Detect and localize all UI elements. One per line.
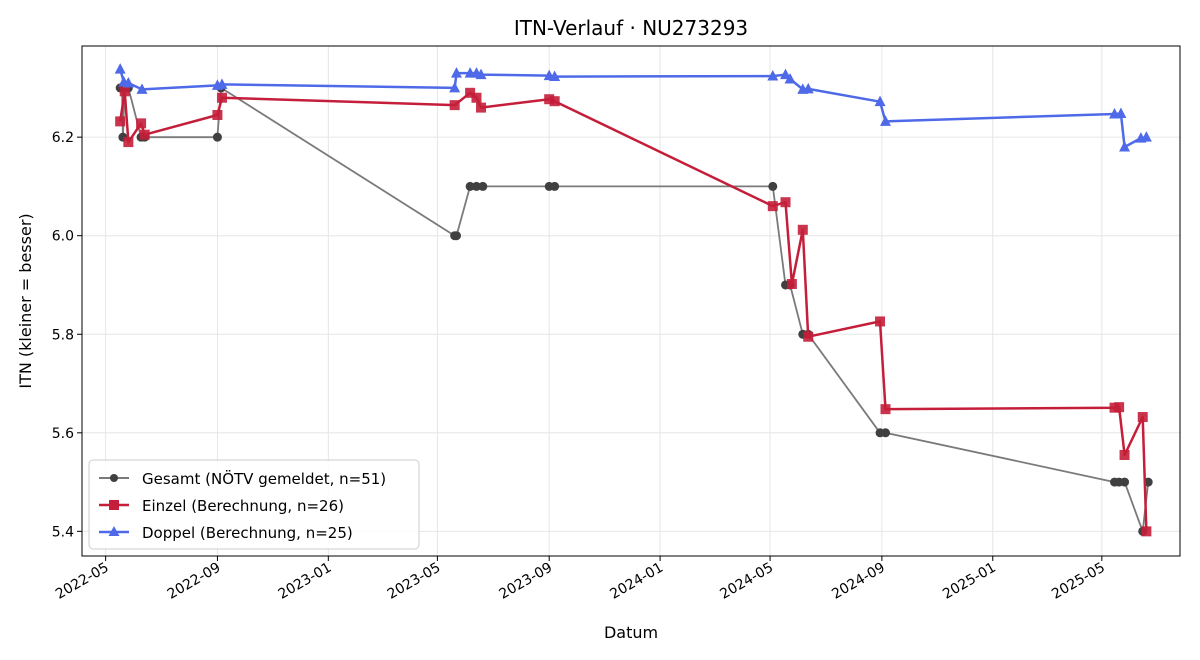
data-point-doppel bbox=[450, 67, 462, 78]
data-point-einzel bbox=[119, 86, 130, 97]
legend-label-einzel: Einzel (Berechnung, n=26) bbox=[142, 497, 344, 515]
data-point-einzel bbox=[797, 224, 808, 235]
data-point-doppel bbox=[1119, 141, 1131, 152]
series-line-gesamt bbox=[120, 87, 1150, 533]
data-point-einzel bbox=[875, 316, 886, 327]
data-point-einzel bbox=[115, 116, 126, 127]
y-tick-label: 5.8 bbox=[52, 327, 74, 343]
data-point-doppel bbox=[449, 81, 461, 93]
legend-box bbox=[88, 459, 420, 550]
data-point-einzel bbox=[449, 100, 460, 111]
data-point-doppel bbox=[784, 73, 796, 84]
y-tick-label: 5.4 bbox=[52, 524, 74, 540]
data-point-doppel bbox=[136, 83, 148, 94]
data-point-doppel bbox=[1115, 107, 1127, 119]
data-point-einzel bbox=[465, 87, 476, 98]
data-point-einzel bbox=[1114, 402, 1125, 413]
plot-frame bbox=[81, 45, 1181, 557]
data-point-einzel bbox=[123, 137, 134, 148]
y-tick-label: 5.6 bbox=[52, 426, 74, 442]
series-einzel bbox=[115, 86, 1152, 537]
data-point-einzel bbox=[767, 201, 778, 212]
data-point-einzel bbox=[544, 94, 555, 105]
data-point-einzel bbox=[780, 197, 791, 208]
data-point-gesamt bbox=[1120, 477, 1130, 487]
legend-marker-einzel bbox=[109, 500, 119, 510]
data-point-einzel bbox=[1141, 526, 1152, 537]
legend-item-einzel: Einzel (Berechnung, n=26) bbox=[99, 497, 344, 515]
data-point-gesamt bbox=[471, 181, 481, 191]
y-tick-label: 6.2 bbox=[52, 130, 74, 146]
data-point-gesamt bbox=[768, 181, 778, 191]
y-axis-title: ITN (kleiner = besser) bbox=[16, 213, 35, 388]
data-point-einzel bbox=[786, 279, 797, 289]
legend-item-gesamt: Gesamt (NÖTV gemeldet, n=51) bbox=[99, 469, 386, 488]
data-point-doppel bbox=[874, 95, 886, 107]
data-point-gesamt bbox=[451, 231, 461, 241]
data-point-einzel bbox=[880, 404, 891, 415]
data-point-einzel bbox=[549, 96, 560, 107]
data-point-doppel bbox=[216, 78, 228, 89]
data-point-gesamt bbox=[478, 181, 488, 191]
data-point-doppel bbox=[475, 68, 487, 80]
data-point-einzel bbox=[476, 102, 487, 113]
y-tick-label: 6.0 bbox=[52, 229, 74, 245]
data-point-einzel bbox=[216, 92, 227, 103]
data-point-gesamt bbox=[550, 181, 560, 191]
data-point-einzel bbox=[139, 129, 150, 140]
data-point-doppel bbox=[802, 82, 814, 94]
data-point-doppel bbox=[1140, 131, 1152, 142]
data-point-doppel bbox=[122, 76, 134, 88]
legend-marker-doppel bbox=[108, 526, 120, 536]
data-point-gesamt bbox=[212, 132, 222, 142]
data-point-doppel bbox=[114, 63, 126, 74]
series-doppel bbox=[114, 63, 1152, 152]
legend-marker-gesamt bbox=[110, 474, 118, 482]
legend-label-gesamt: Gesamt (NÖTV gemeldet, n=51) bbox=[142, 469, 386, 488]
legend: Gesamt (NÖTV gemeldet, n=51) Einzel (Ber… bbox=[88, 459, 420, 550]
chart-title: ITN-Verlauf · NU273293 bbox=[514, 16, 748, 40]
data-point-einzel bbox=[212, 109, 223, 120]
legend-item-doppel: Doppel (Berechnung, n=25) bbox=[99, 524, 353, 542]
data-point-einzel bbox=[136, 118, 147, 129]
data-point-einzel bbox=[471, 92, 482, 103]
data-point-einzel bbox=[1119, 449, 1130, 460]
series-layer bbox=[114, 63, 1153, 537]
x-axis-title: Datum bbox=[604, 623, 658, 642]
data-point-gesamt bbox=[881, 428, 891, 438]
legend-label-doppel: Doppel (Berechnung, n=25) bbox=[142, 524, 353, 542]
data-point-doppel bbox=[880, 115, 892, 126]
data-point-einzel bbox=[803, 331, 814, 342]
data-point-einzel bbox=[1137, 412, 1148, 423]
data-point-doppel bbox=[767, 70, 779, 81]
data-point-doppel bbox=[549, 70, 561, 82]
data-point-gesamt bbox=[465, 181, 475, 191]
